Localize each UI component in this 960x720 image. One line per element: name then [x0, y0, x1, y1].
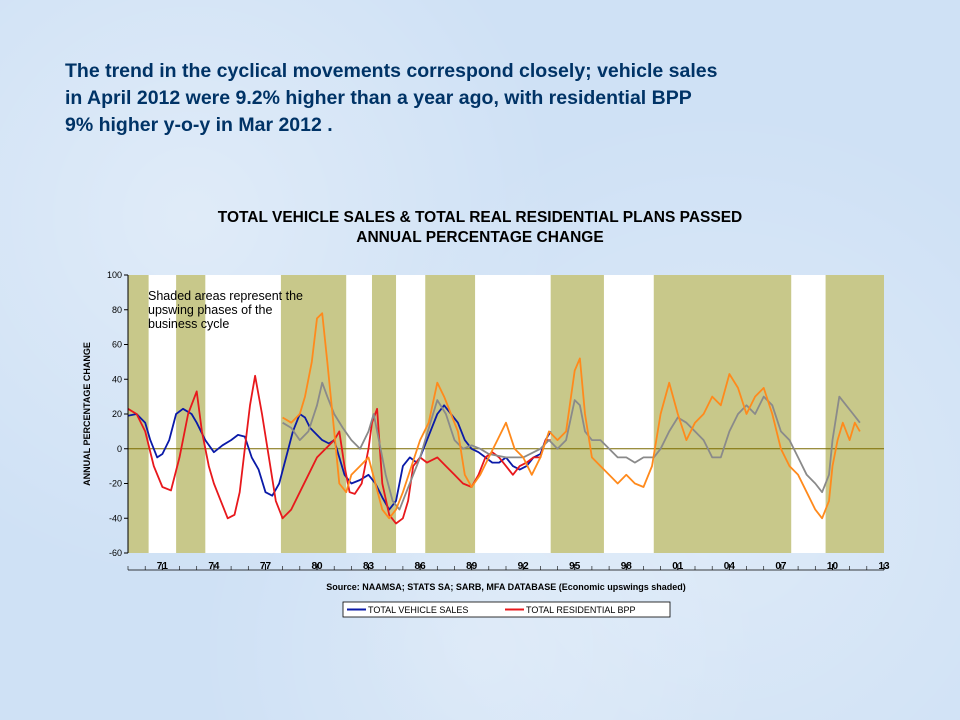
- chart-title-line-1: TOTAL VEHICLE SALES & TOTAL REAL RESIDEN…: [218, 209, 742, 226]
- x-tick-label: 95: [569, 561, 581, 572]
- y-tick-label: 0: [117, 444, 122, 454]
- x-axis-source-label: Source: NAAMSA; STATS SA; SARB, MFA DATA…: [326, 582, 686, 592]
- chart-title-line-2: ANNUAL PERCENTAGE CHANGE: [356, 229, 603, 246]
- x-tick-label: 77: [260, 561, 272, 572]
- x-tick-label: 92: [518, 561, 530, 572]
- y-tick-label: -40: [109, 513, 122, 523]
- series-line-residential-bpp: [127, 374, 551, 525]
- headline-line-2: in April 2012 were 9.2% higher than a ye…: [65, 87, 692, 109]
- legend-label-residential-bpp: TOTAL RESIDENTIAL BPP: [526, 605, 636, 615]
- annotation: Shaded areas represent the upswing phase…: [148, 289, 303, 331]
- y-tick-label: -60: [109, 548, 122, 558]
- headline-line-1: The trend in the cyclical movements corr…: [65, 60, 718, 82]
- x-tick-label: 01: [672, 561, 684, 572]
- legend-label-vehicle-sales: TOTAL VEHICLE SALES: [368, 605, 468, 615]
- y-axis-label: ANNUAL PERCENTAGE CHANGE: [82, 342, 92, 486]
- annotation-line-3: business cycle: [148, 317, 229, 331]
- series-layer: [127, 312, 861, 525]
- x-tick-label: 86: [415, 561, 427, 572]
- x-tick-label: 10: [827, 561, 839, 572]
- legend: TOTAL VEHICLE SALES TOTAL RESIDENTIAL BP…: [342, 601, 671, 618]
- y-tick-label: -20: [109, 479, 122, 489]
- series-line-vehicle-sales: [127, 404, 552, 511]
- axes: -60 -40 -20 0 20 40 60 80 100 71 74 77 80 83 86 89 92 95 9…: [107, 270, 890, 572]
- headline: The trend in the cyclical movements corr…: [65, 58, 895, 139]
- y-tick-label: 60: [112, 340, 122, 350]
- x-tick-label: 04: [724, 561, 736, 572]
- annotation-line-2: upswing phases of the: [148, 303, 272, 317]
- x-tick-label: 07: [775, 561, 787, 572]
- x-tick-label: 71: [157, 561, 169, 572]
- upswing-band-1: [128, 275, 149, 553]
- headline-line-3: 9% higher y-o-y in Mar 2012 .: [65, 114, 333, 136]
- y-tick-label: 80: [112, 305, 122, 315]
- upswing-band-7: [653, 275, 792, 553]
- x-tick-label: 89: [466, 561, 478, 572]
- x-tick-label: 80: [311, 561, 323, 572]
- y-tick-label: 40: [112, 374, 122, 384]
- annotation-line-1: Shaded areas represent the: [148, 289, 303, 303]
- y-tick-label: 100: [107, 270, 122, 280]
- y-tick-label: 20: [112, 409, 122, 419]
- upswing-band-8: [825, 275, 884, 553]
- series-line-series-4: [282, 312, 861, 520]
- upswing-band-6: [550, 275, 604, 553]
- x-tick-label: 83: [363, 561, 375, 572]
- x-tick-label: 98: [621, 561, 633, 572]
- x-tick-label: 74: [208, 561, 220, 572]
- series-line-series-3: [282, 381, 861, 511]
- x-tick-label: 13: [878, 561, 890, 572]
